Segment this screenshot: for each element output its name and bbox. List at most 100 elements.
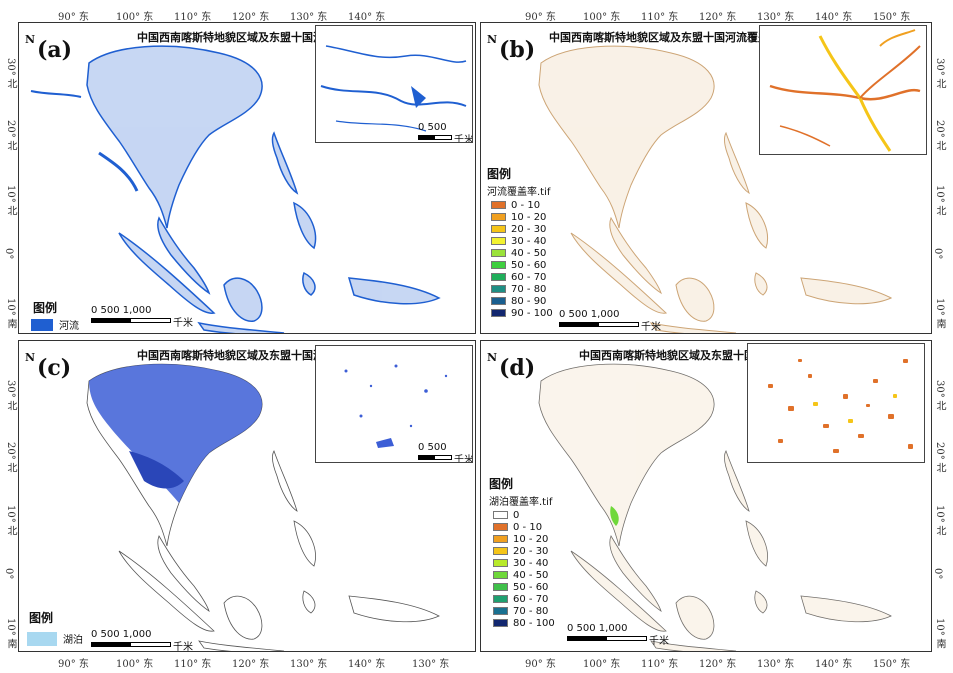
legend-swatch [491, 249, 506, 257]
scale-unit: 千米 [173, 642, 193, 652]
legend-label: 湖泊 [63, 635, 83, 646]
panel-title: 中国西南喀斯特地貌区域及东盟十国河流分布 [137, 31, 357, 44]
legend-label: 80 - 100 [513, 617, 555, 629]
legend-title: 图例 [487, 167, 512, 181]
lake-dot [369, 384, 373, 388]
legend-swatch [491, 237, 506, 245]
tick-label: 10° 北 [934, 185, 945, 216]
tick-label: 130° 东 [412, 659, 450, 670]
inset-map: 0 500 千米 [315, 25, 473, 143]
lake-dots [768, 359, 913, 453]
river-line [769, 84, 921, 101]
legend-swatch [31, 318, 53, 331]
lake-density [89, 364, 263, 503]
lake-dot [858, 434, 864, 438]
scale-segment [568, 637, 607, 640]
river-line [98, 151, 139, 192]
legend-item: 10 - 20 [491, 211, 553, 223]
legend-label: 80 - 90 [511, 295, 547, 307]
legend-swatch [491, 309, 506, 317]
tick-label: 120° 东 [232, 659, 270, 670]
scale-graphic [567, 636, 647, 641]
tick-label: 90° 东 [58, 12, 89, 23]
scale-numbers: 0 500 1,000 [567, 623, 628, 634]
river-line [325, 45, 467, 63]
tick-label: 20° 北 [934, 120, 945, 151]
lake-dot [813, 402, 818, 406]
panel-letter: (b) [499, 37, 536, 63]
legend-item: 80 - 100 [493, 617, 555, 629]
legend-item: 0 - 10 [493, 521, 555, 533]
tick-label: 120° 东 [699, 659, 737, 670]
legend-item: 40 - 50 [491, 247, 553, 259]
legend-label: 20 - 30 [511, 223, 547, 235]
legend-label: 50 - 60 [511, 259, 547, 271]
legend-label: 30 - 40 [511, 235, 547, 247]
north-arrow-icon: N [487, 33, 498, 46]
river-map [30, 45, 440, 333]
scale-segment [419, 136, 435, 139]
lake-blob [376, 438, 394, 448]
panel-title: 中国西南喀斯特地貌区域及东盟十国湖泊分布 [137, 349, 357, 362]
tick-label: 120° 东 [699, 12, 737, 23]
legend-item: 60 - 70 [493, 593, 555, 605]
lake-dot [768, 384, 773, 388]
tick-label: 20° 北 [934, 442, 945, 473]
legend-swatch [27, 631, 57, 646]
scale-segment [560, 323, 599, 326]
scale-segment [607, 637, 646, 640]
tick-label: 140° 东 [815, 12, 853, 23]
tick-label: 90° 东 [525, 659, 556, 670]
scale-numbers: 0 500 [418, 122, 447, 133]
lake-dot [359, 414, 363, 418]
legend-item: 50 - 60 [491, 259, 553, 271]
legend-item: 50 - 60 [493, 581, 555, 593]
scale-unit: 千米 [641, 322, 661, 333]
scale-numbers: 0 500 [418, 442, 447, 453]
tick-label: 110° 东 [174, 12, 212, 23]
legend-item: 70 - 80 [491, 283, 553, 295]
lake-dot [843, 394, 848, 399]
river-line [859, 45, 921, 99]
lake-dot [903, 359, 908, 363]
legend-subtitle: 河流覆盖率.tif [487, 187, 551, 198]
inset-map [747, 343, 925, 463]
inset-map [759, 25, 927, 155]
scale-segment [419, 456, 435, 459]
scale-graphic [418, 135, 452, 140]
tick-label: 90° 东 [525, 12, 556, 23]
legend-swatch [491, 213, 506, 221]
legend-item: 20 - 30 [491, 223, 553, 235]
legend-label: 0 [513, 509, 520, 521]
panel-title: 中国西南喀斯特地貌区域及东盟十国河流覆盖率分布 [549, 31, 802, 44]
tick-label: 10° 南 [5, 298, 16, 329]
legend-label: 60 - 70 [513, 593, 549, 605]
tick-label: 130° 东 [290, 659, 328, 670]
legend-swatch [493, 547, 508, 555]
scale-numbers: 0 500 1,000 [91, 629, 152, 640]
legend-lake: 湖泊 [27, 631, 83, 646]
lake-dot [873, 379, 878, 383]
lake-dot [848, 419, 853, 423]
scale-bar: 0 500 1,000 千米 [91, 305, 231, 329]
tick-label: 130° 东 [757, 12, 795, 23]
legend-item: 0 [493, 509, 555, 521]
lake-blob [411, 86, 426, 108]
north-arrow-icon: N [487, 351, 498, 364]
legend-swatch [493, 523, 508, 531]
legend-label: 70 - 80 [513, 605, 549, 617]
scale-segment [131, 643, 170, 646]
legend-swatch [493, 607, 508, 615]
lake-dot [866, 404, 870, 407]
tick-label: 20° 北 [5, 442, 16, 473]
lake-dot [424, 389, 428, 393]
legend-classes: 0 - 10 10 - 20 20 - 30 30 - 40 40 - 50 5… [491, 199, 553, 319]
legend-item: 10 - 20 [493, 533, 555, 545]
legend-label: 20 - 30 [513, 545, 549, 557]
legend-swatch [491, 261, 506, 269]
scale-graphic [418, 455, 452, 460]
lake-density [129, 451, 184, 489]
legend-swatch [493, 559, 508, 567]
legend-label: 10 - 20 [513, 533, 549, 545]
lake-map [86, 363, 440, 651]
